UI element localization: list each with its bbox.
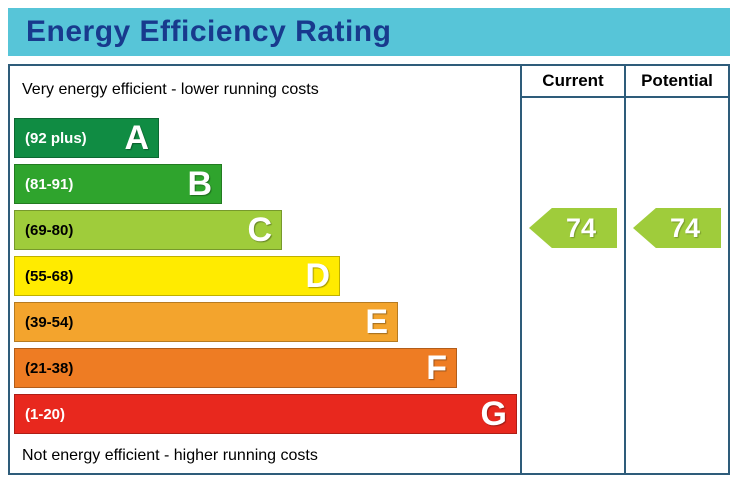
chart-title: Energy Efficiency Rating	[26, 15, 392, 48]
band-bar: (69-80) C	[14, 210, 282, 250]
potential-column: Potential 74	[624, 66, 728, 473]
band-range-label: (39-54)	[25, 313, 74, 331]
band-bar: (21-38) F	[14, 348, 457, 388]
band-row: (1-20) G	[14, 394, 520, 434]
band-letter: E	[365, 303, 388, 341]
band-range-label: (81-91)	[25, 175, 74, 193]
band-letter: A	[124, 119, 149, 157]
band-bar: (1-20) G	[14, 394, 517, 434]
band-bar: (92 plus) A	[14, 118, 159, 158]
band-letter: F	[426, 349, 447, 387]
bottom-caption: Not energy efficient - higher running co…	[22, 447, 318, 464]
band-row: (92 plus) A	[14, 118, 520, 158]
band-row: (21-38) F	[14, 348, 520, 388]
band-row: (55-68) D	[14, 256, 520, 296]
current-rating-arrow-icon: 74	[529, 208, 617, 248]
band-range-label: (55-68)	[25, 267, 74, 285]
potential-arrow-area: 74	[626, 98, 728, 473]
chart-title-banner: Energy Efficiency Rating	[8, 8, 730, 56]
current-column: Current 74	[520, 66, 624, 473]
band-row: (81-91) B	[14, 164, 520, 204]
band-row: (69-80) C	[14, 210, 520, 250]
current-column-header: Current	[522, 66, 624, 98]
band-range-label: (21-38)	[25, 359, 74, 377]
potential-rating-value: 74	[669, 212, 701, 243]
band-bar: (81-91) B	[14, 164, 222, 204]
potential-column-header: Potential	[626, 66, 728, 98]
band-bar: (39-54) E	[14, 302, 398, 342]
band-bar: (55-68) D	[14, 256, 340, 296]
bands-area: Very energy efficient - lower running co…	[10, 66, 520, 473]
current-rating-value: 74	[565, 212, 597, 243]
band-range-label: (92 plus)	[25, 129, 87, 147]
band-row: (39-54) E	[14, 302, 520, 342]
band-range-label: (1-20)	[25, 405, 66, 423]
band-letter: D	[305, 257, 330, 295]
bands: (92 plus) A (81-91) B (69-80) C (55-68) …	[14, 118, 520, 434]
band-letter: C	[247, 211, 272, 249]
band-letter: B	[187, 165, 212, 203]
potential-rating-arrow-icon: 74	[633, 208, 721, 248]
top-caption: Very energy efficient - lower running co…	[22, 81, 319, 98]
band-range-label: (69-80)	[25, 221, 74, 239]
band-letter: G	[480, 395, 507, 433]
chart-body: Very energy efficient - lower running co…	[8, 64, 730, 475]
current-arrow-area: 74	[522, 98, 624, 473]
